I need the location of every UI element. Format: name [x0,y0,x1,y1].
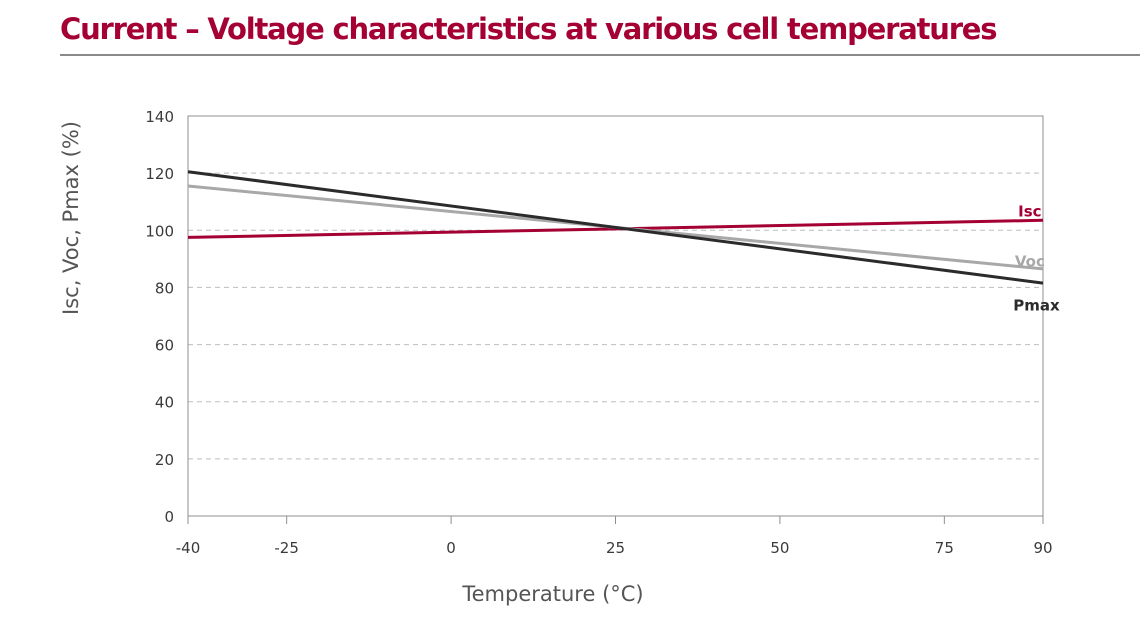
x-axis-label: Temperature (°C) [461,582,643,606]
title-underline [60,54,1140,56]
y-axis-ticks: 0 20 40 60 80 100 120 140 [145,108,174,526]
y-tick-label: 0 [164,508,174,526]
x-tick-label: 75 [935,539,954,557]
x-tick-label: 25 [606,539,625,557]
series-label-voc: Voc [1015,252,1045,270]
y-tick-label: 60 [155,337,174,355]
y-tick-label: 120 [145,165,174,183]
series-label-pmax: Pmax [1013,297,1060,315]
y-tick-label: 80 [155,279,174,297]
y-tick-label: 20 [155,451,174,469]
y-tick-label: 40 [155,394,174,412]
series-labels: Isc Voc Pmax [1013,202,1060,314]
x-tick-label: 0 [446,539,456,557]
x-axis-ticks: -40 -25 0 25 50 75 90 [176,516,1053,557]
chart-title: Current – Voltage characteristics at var… [60,12,998,46]
x-tick-label: 50 [770,539,789,557]
series-lines [187,170,1044,285]
series-line-pmax [187,170,1044,285]
y-axis-label: Isc, Voc, Pmax (%) [59,121,83,315]
gridlines [188,172,1043,460]
series-label-isc: Isc [1018,202,1041,220]
y-tick-label: 140 [145,108,174,126]
x-tick-label: -25 [274,539,299,557]
x-tick-label: 90 [1033,539,1052,557]
y-tick-label: 100 [145,222,174,240]
plot-frame [187,115,1044,517]
x-tick-label: -40 [176,539,201,557]
